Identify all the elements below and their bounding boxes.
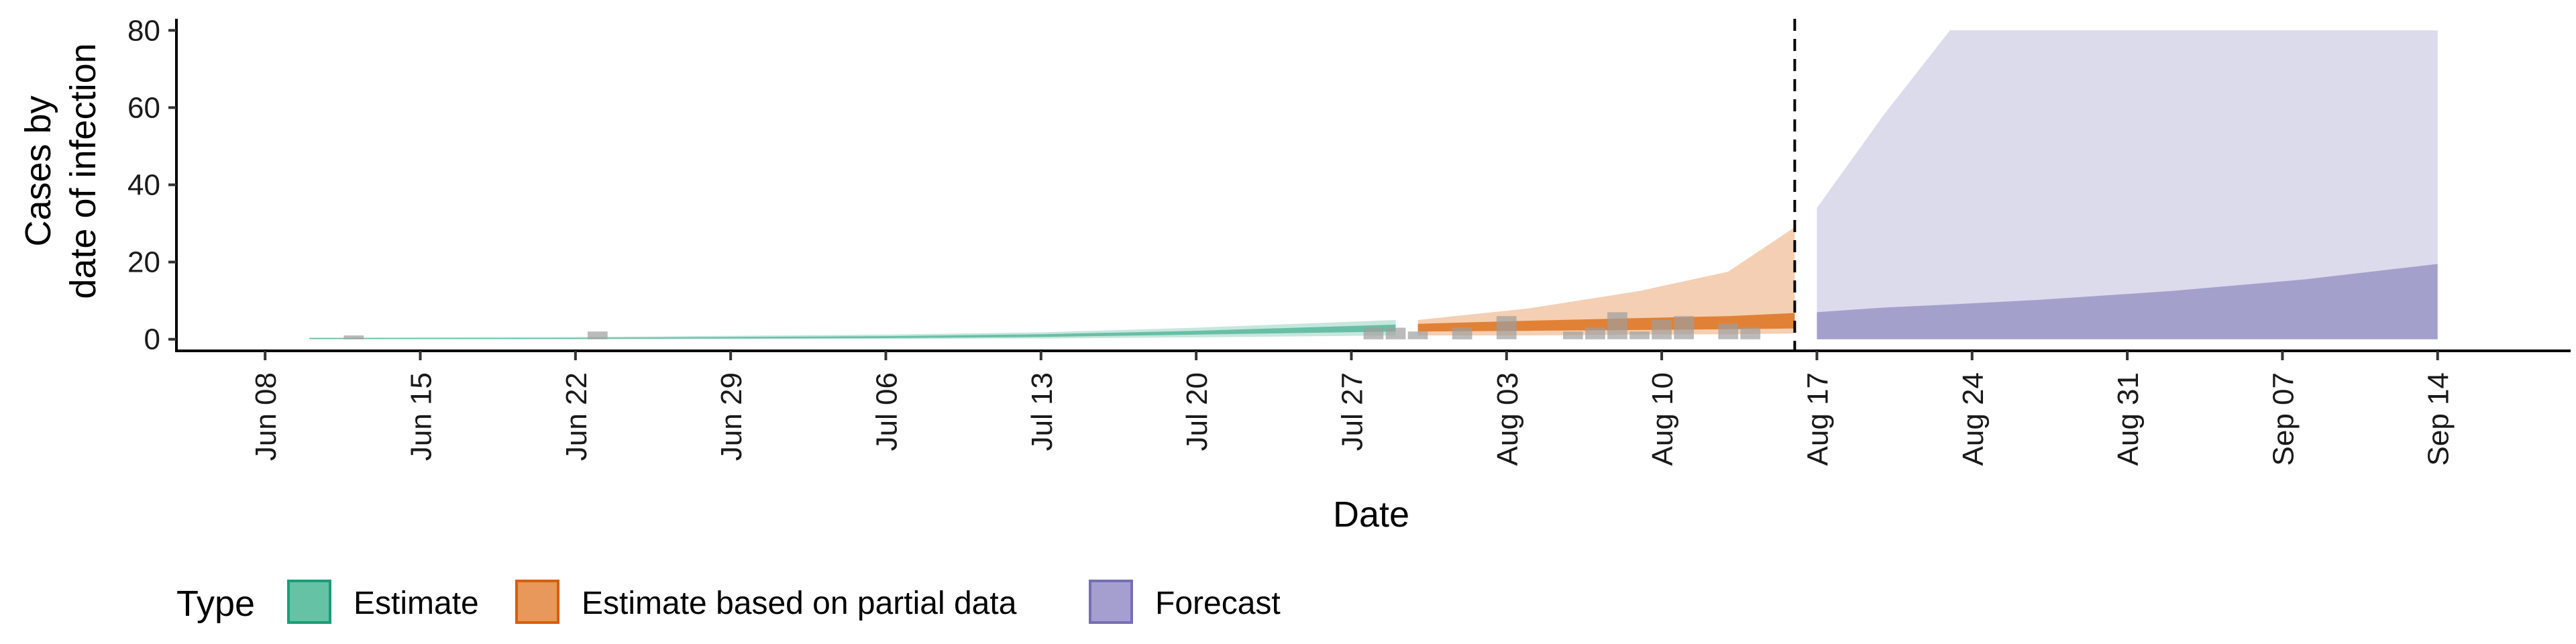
reported-case-bar	[588, 331, 608, 339]
legend: Type Estimate Estimate based on partial …	[176, 580, 1281, 624]
x-tick-label: Jun 15	[405, 372, 438, 461]
x-tick-label: Jul 20	[1181, 372, 1214, 451]
estimate-50-ribbon	[309, 324, 1396, 339]
x-tick-label: Aug 31	[2112, 372, 2145, 466]
x-tick-label: Jul 27	[1336, 372, 1369, 451]
legend-label-forecast: Forecast	[1155, 586, 1281, 621]
y-tick-label: 20	[127, 246, 160, 279]
axes: 0 20 40 60 80 Jun 08 Jun 15 Jun 22 Jun 29 Jul 06…	[18, 14, 2571, 535]
legend-key-estimate	[287, 580, 331, 624]
y-axis-ticks: 0 20 40 60 80	[127, 14, 176, 356]
y-axis-title-line2: date of infection	[63, 43, 103, 299]
estimate-based-on-partial-data-90-ribbon	[1417, 227, 1795, 335]
x-tick-label: Jun 22	[560, 372, 593, 461]
x-tick-label: Aug 17	[1801, 372, 1834, 466]
x-tick-label: Aug 03	[1491, 372, 1524, 466]
x-tick-label: Aug 24	[1957, 372, 1990, 466]
forecast-50-ribbon	[1817, 264, 2438, 339]
x-tick-label: Jul 13	[1026, 372, 1059, 451]
x-tick-label: Aug 10	[1646, 372, 1679, 466]
reported-case-bar	[1607, 312, 1627, 339]
x-tick-label: Sep 07	[2267, 372, 2300, 466]
y-tick-label: 40	[127, 169, 160, 202]
y-axis-title-line1: Cases by	[18, 95, 58, 246]
legend-key-forecast	[1089, 580, 1133, 624]
reported-case-bar	[1363, 327, 1384, 339]
y-tick-label: 0	[144, 323, 160, 356]
y-tick-label: 60	[127, 91, 160, 124]
plot-area	[309, 19, 2438, 351]
legend-label-partial: Estimate based on partial data	[582, 586, 1017, 621]
legend-key-partial	[515, 580, 559, 624]
x-tick-label: Jun 29	[715, 372, 748, 461]
reported-case-bar	[1496, 316, 1517, 339]
x-tick-label: Jul 06	[871, 372, 904, 451]
reported-case-bar	[1385, 327, 1406, 339]
reported-case-bar	[1585, 327, 1605, 339]
x-axis-ticks: Jun 08 Jun 15 Jun 22 Jun 29 Jul 06 Jul 13 Jul …	[250, 351, 2455, 466]
reported-case-bar	[343, 335, 364, 339]
reported-case-bar	[1452, 327, 1472, 339]
y-tick-label: 80	[127, 14, 160, 47]
legend-label-estimate: Estimate	[354, 586, 479, 621]
x-axis-title: Date	[1333, 494, 1409, 535]
reported-case-bar	[1407, 331, 1428, 339]
reported-case-bar	[1652, 320, 1672, 339]
legend-title: Type	[176, 584, 255, 624]
x-tick-label: Jun 08	[250, 372, 282, 461]
x-tick-label: Sep 14	[2422, 372, 2455, 466]
forecast-90-ribbon	[1817, 30, 2438, 339]
reported-case-bar	[1718, 323, 1739, 339]
reported-case-bar	[1674, 316, 1694, 339]
reported-case-bar	[1740, 327, 1761, 339]
reported-case-bar	[1563, 331, 1583, 339]
reported-case-bar	[1629, 331, 1650, 339]
